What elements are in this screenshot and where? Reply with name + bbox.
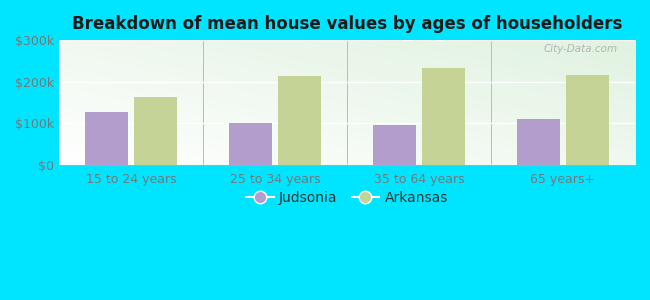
Text: City-Data.com: City-Data.com xyxy=(543,44,618,54)
Bar xyxy=(278,76,321,165)
Bar xyxy=(85,112,128,165)
Bar xyxy=(566,76,609,165)
Title: Breakdown of mean house values by ages of householders: Breakdown of mean house values by ages o… xyxy=(72,15,622,33)
Legend: Judsonia, Arkansas: Judsonia, Arkansas xyxy=(240,185,454,210)
Bar xyxy=(422,68,465,165)
Bar xyxy=(134,97,177,165)
Bar xyxy=(229,123,272,165)
Bar xyxy=(373,125,416,165)
Bar xyxy=(517,119,560,165)
